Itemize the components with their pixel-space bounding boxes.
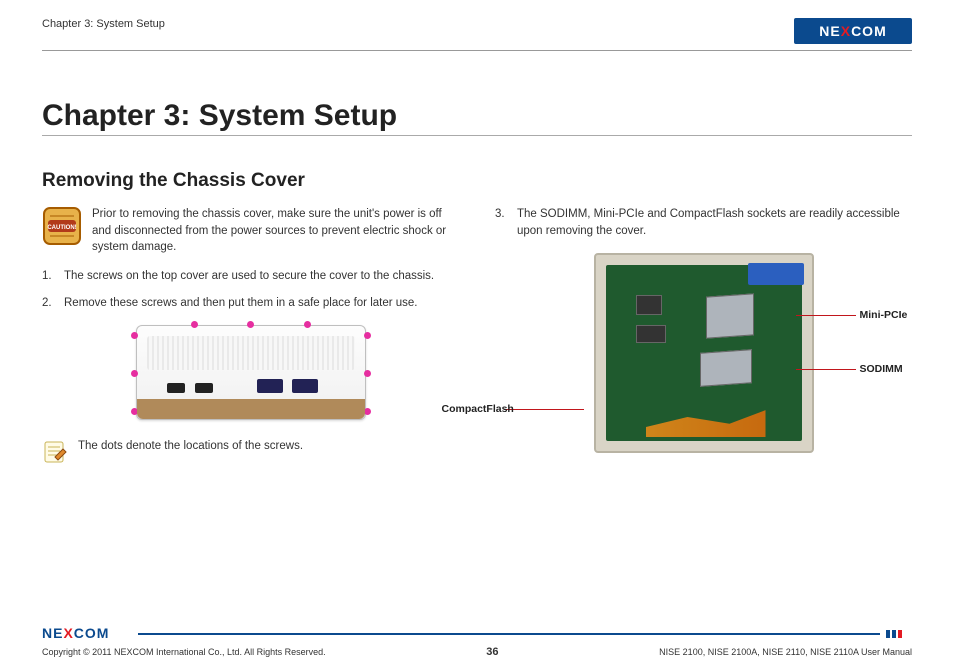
page-footer: NEXCOM Copyright © 2011 NEXCOM Internati…	[42, 625, 912, 658]
notepad-icon	[42, 438, 68, 464]
step-2-number: 2.	[42, 295, 56, 312]
callout-line-compactflash	[504, 409, 584, 410]
title-rule	[42, 135, 912, 136]
screw-dot	[191, 321, 198, 328]
screw-dot	[131, 332, 138, 339]
device-port	[167, 383, 185, 393]
device-figure	[136, 325, 366, 420]
logo-text-pre: NE	[819, 23, 840, 39]
page-header: Chapter 3: System Setup NEXCOM	[42, 18, 912, 44]
step-3-text: The SODIMM, Mini-PCIe and CompactFlash s…	[517, 206, 912, 239]
doc-reference: NISE 2100, NISE 2100A, NISE 2110, NISE 2…	[659, 647, 912, 657]
logo-text-x: X	[841, 23, 851, 39]
step-2-text: Remove these screws and then put them in…	[64, 295, 418, 312]
chapter-title: Chapter 3: System Setup	[42, 99, 912, 133]
page-number: 36	[486, 646, 498, 658]
screw-dot	[131, 408, 138, 415]
callout-line-sodimm	[796, 369, 856, 370]
step-3-number: 3.	[495, 206, 509, 239]
copyright-text: Copyright © 2011 NEXCOM International Co…	[42, 647, 326, 657]
footer-accent-icon	[886, 630, 902, 638]
note-block: The dots denote the locations of the scr…	[42, 438, 459, 464]
screw-dot	[131, 370, 138, 377]
svg-text:CAUTION!: CAUTION!	[47, 225, 76, 231]
device-port	[292, 379, 318, 393]
header-rule	[42, 50, 912, 51]
caution-block: CAUTION! Prior to removing the chassis c…	[42, 206, 459, 256]
right-column: 3. The SODIMM, Mini-PCIe and CompactFlas…	[495, 206, 912, 464]
screw-dot	[304, 321, 311, 328]
step-1-text: The screws on the top cover are used to …	[64, 268, 434, 285]
section-title: Removing the Chassis Cover	[42, 170, 912, 192]
step-1: 1. The screws on the top cover are used …	[42, 268, 459, 285]
device-port	[195, 383, 213, 393]
screw-dot	[247, 321, 254, 328]
screw-dot	[364, 408, 371, 415]
step-3: 3. The SODIMM, Mini-PCIe and CompactFlas…	[495, 206, 912, 239]
step-2: 2. Remove these screws and then put them…	[42, 295, 459, 312]
screw-dot	[364, 370, 371, 377]
caution-text: Prior to removing the chassis cover, mak…	[92, 206, 459, 256]
left-column: CAUTION! Prior to removing the chassis c…	[42, 206, 459, 464]
screw-dot	[364, 332, 371, 339]
device-illustration	[136, 325, 366, 420]
device-port	[257, 379, 283, 393]
footer-bar: NEXCOM	[42, 625, 912, 643]
content-columns: CAUTION! Prior to removing the chassis c…	[42, 206, 912, 464]
callout-mini-pcie: Mini-PCIe	[860, 309, 908, 321]
board-illustration	[594, 253, 814, 453]
footer-rule-wrap	[138, 630, 902, 638]
connector-pad	[748, 263, 804, 285]
brand-logo: NEXCOM	[794, 18, 912, 44]
board-figure: Mini-PCIe SODIMM CompactFlash	[564, 253, 844, 453]
callout-compactflash: CompactFlash	[442, 403, 514, 415]
callout-line-mini-pcie	[796, 315, 856, 316]
note-text: The dots denote the locations of the scr…	[78, 438, 303, 455]
footer-logo: NEXCOM	[42, 625, 128, 643]
callout-sodimm: SODIMM	[860, 363, 903, 375]
logo-text-post: COM	[851, 23, 887, 39]
footer-logo-post: COM	[74, 625, 110, 641]
chip	[706, 294, 754, 339]
footer-logo-pre: NE	[42, 625, 63, 641]
footer-logo-x: X	[63, 625, 73, 641]
chip	[700, 350, 752, 388]
chip	[636, 295, 662, 315]
step-1-number: 1.	[42, 268, 56, 285]
device-vents	[147, 336, 355, 370]
breadcrumb: Chapter 3: System Setup	[42, 18, 165, 30]
chip	[636, 325, 666, 343]
caution-icon: CAUTION!	[42, 206, 82, 246]
footer-meta: Copyright © 2011 NEXCOM International Co…	[42, 646, 912, 658]
footer-rule	[138, 633, 880, 635]
